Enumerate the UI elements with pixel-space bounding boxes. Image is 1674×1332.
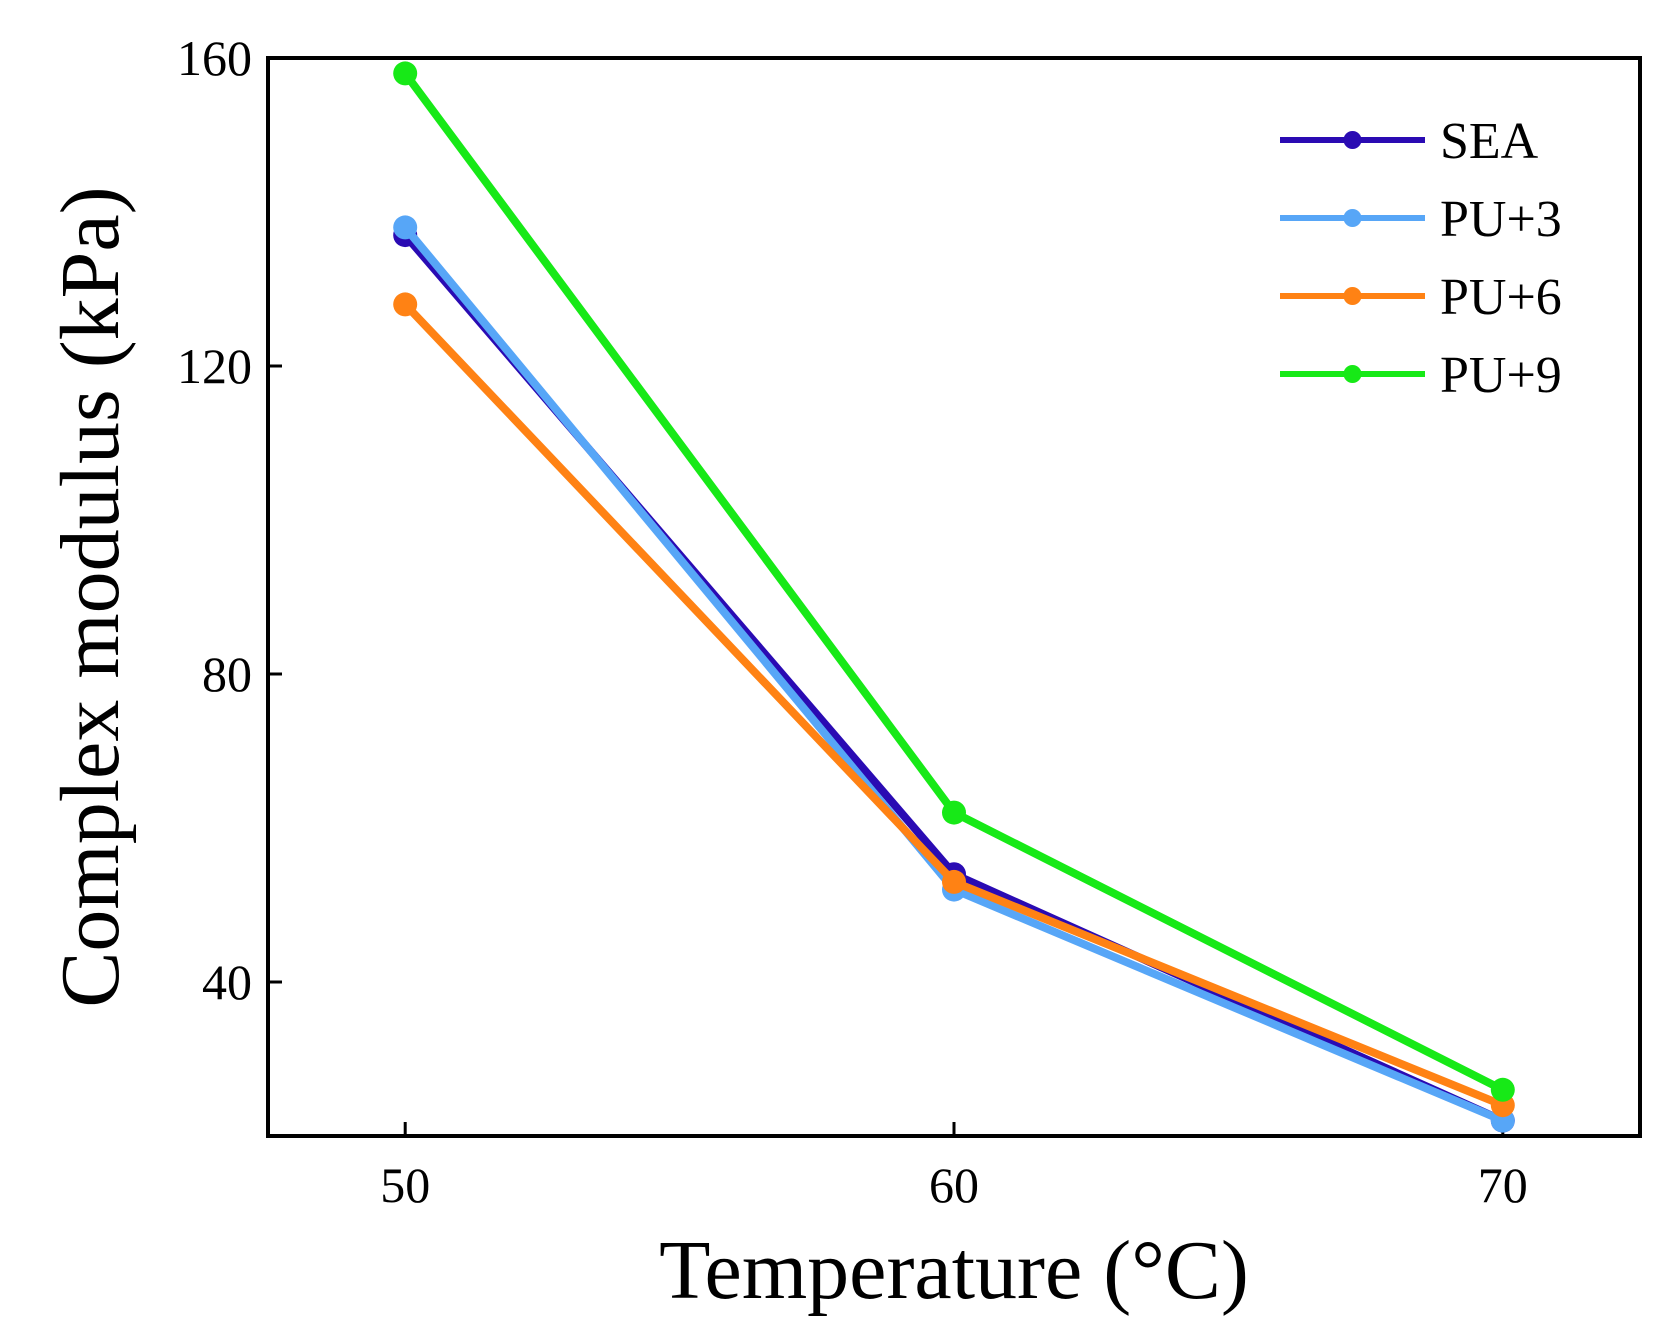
- x-tick-label: 70: [1478, 1157, 1528, 1213]
- series-layer: [393, 61, 1515, 1133]
- plot-frame: [266, 56, 1642, 1138]
- legend-label: SEA: [1440, 113, 1539, 170]
- series-sea: [393, 223, 1515, 1133]
- data-point-pu-9: [393, 61, 418, 86]
- x-axis-ticks: 50 60 70: [380, 1122, 1528, 1213]
- series-line-pu-3: [402, 224, 1505, 1125]
- series-line-pu-9: [401, 71, 1505, 1094]
- y-tick-label: 40: [202, 954, 252, 1010]
- legend-label: PU+9: [1440, 347, 1562, 404]
- legend-marker: [1343, 365, 1362, 383]
- data-point-pu-9: [1490, 1077, 1515, 1102]
- legend-item-pu-9: PU+9: [1280, 347, 1562, 404]
- legend-marker: [1343, 209, 1362, 227]
- data-point-pu-6: [942, 869, 966, 894]
- legend-item-sea: SEA: [1280, 113, 1539, 170]
- y-axis-ticks: 40 80 120 160: [177, 30, 282, 1010]
- legend-label: PU+6: [1440, 269, 1562, 326]
- legend-item-pu-6: PU+6: [1280, 269, 1562, 326]
- x-tick-label: 50: [380, 1157, 430, 1213]
- data-point-pu-9: [942, 800, 966, 825]
- x-axis-title: Temperature (°C): [659, 1224, 1249, 1317]
- y-tick-label: 80: [202, 646, 252, 702]
- y-axis-title: Complex modulus (kPa): [44, 186, 137, 1007]
- legend-marker: [1343, 287, 1362, 305]
- series-line-sea: [402, 232, 1505, 1125]
- x-tick-label: 60: [929, 1157, 979, 1213]
- data-point-pu-6: [393, 292, 418, 317]
- series-pu-3: [393, 215, 1515, 1133]
- y-tick-label: 160: [177, 30, 252, 86]
- series-pu-9: [393, 61, 1515, 1102]
- legend-marker: [1343, 131, 1362, 149]
- y-tick-label: 120: [177, 338, 252, 394]
- data-point-pu-3: [393, 215, 418, 240]
- legend: SEA PU+3 PU+6 PU+9: [1280, 113, 1562, 404]
- legend-item-pu-3: PU+3: [1280, 191, 1562, 248]
- legend-label: PU+3: [1440, 191, 1562, 248]
